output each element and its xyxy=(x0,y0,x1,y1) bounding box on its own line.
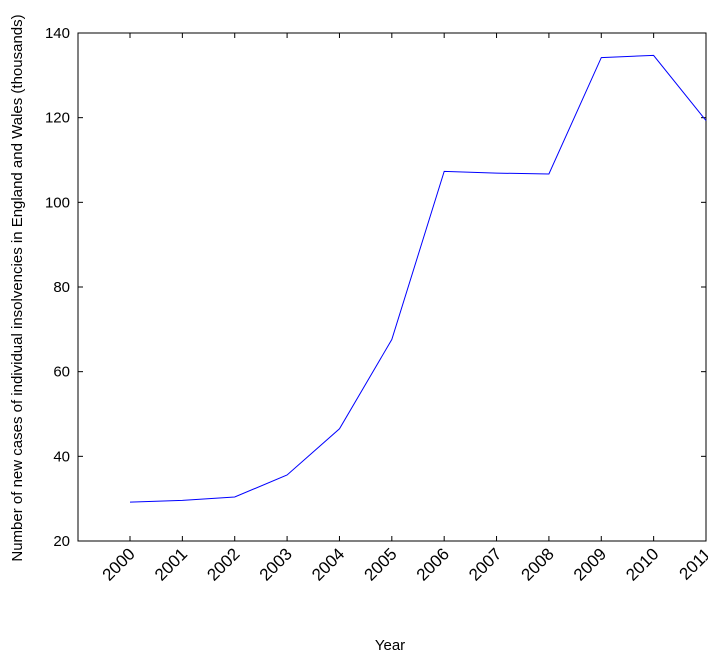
plot-border xyxy=(77,32,707,542)
y-axis-label: Number of new cases of individual insolv… xyxy=(9,14,26,561)
x-tick-label: 2010 xyxy=(622,544,662,584)
x-tick-label: 2001 xyxy=(151,544,191,584)
y-tick-label: 80 xyxy=(53,279,70,296)
y-tick-label: 60 xyxy=(53,364,70,381)
y-tick-label: 140 xyxy=(45,25,70,42)
x-tick-label: 2003 xyxy=(256,544,296,584)
y-axis: 20 40 60 80 100 120 140 xyxy=(45,25,706,550)
series-line xyxy=(129,54,707,503)
y-tick-label: 100 xyxy=(45,194,70,211)
x-tick-label: 2004 xyxy=(308,544,348,584)
x-tick-label: 2008 xyxy=(518,544,558,584)
y-tick-label: 120 xyxy=(45,110,70,127)
series-layer xyxy=(129,54,707,503)
x-tick-label: 2000 xyxy=(99,544,139,584)
y-tick-label: 20 xyxy=(53,533,70,550)
y-tick-label: 40 xyxy=(53,448,70,465)
x-tick-label: 2002 xyxy=(203,544,243,584)
x-tick-label: 2007 xyxy=(465,544,505,584)
x-tick-label: 2006 xyxy=(413,544,453,584)
x-tick-label: 2009 xyxy=(570,544,610,584)
x-tick-label: 2011 xyxy=(676,544,708,583)
plot-frame xyxy=(77,32,707,542)
x-axis: 2000 2001 2002 2003 2004 2005 2006 2007 2008 2009… xyxy=(99,33,708,585)
x-axis-label: Year xyxy=(375,637,405,654)
x-tick-label: 2005 xyxy=(360,544,400,584)
